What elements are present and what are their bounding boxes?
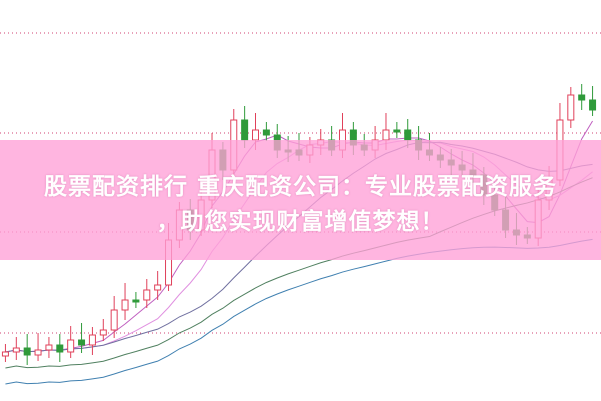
candle-body <box>578 94 586 101</box>
candle-body <box>132 299 140 303</box>
candle-body <box>241 119 249 141</box>
candle-body <box>589 99 597 111</box>
candle-body <box>12 347 20 353</box>
candle-body <box>67 339 75 353</box>
candle-body <box>78 339 86 346</box>
candle-body <box>34 349 42 356</box>
candle-body <box>404 129 412 141</box>
candle-body <box>121 299 129 311</box>
candle-body <box>88 334 96 346</box>
candle-body <box>1 351 9 357</box>
candle-body <box>262 129 270 136</box>
banner-title-line2: ，助您实现财富增值梦想！ <box>156 209 445 235</box>
title-banner <box>0 140 601 260</box>
candle-body <box>567 94 575 121</box>
candle-body <box>56 344 64 353</box>
candle-body <box>23 347 31 356</box>
candle-body <box>143 289 151 301</box>
candle-body <box>99 329 107 336</box>
candle-body <box>382 129 390 141</box>
candle-body <box>393 129 401 133</box>
candle-body <box>45 344 53 351</box>
candle-body <box>154 284 162 291</box>
candle-body <box>110 309 118 331</box>
banner-title-line1: 股票配资排行 重庆配资公司：专业股票配资服务 <box>43 174 557 200</box>
candle-body <box>252 129 260 141</box>
